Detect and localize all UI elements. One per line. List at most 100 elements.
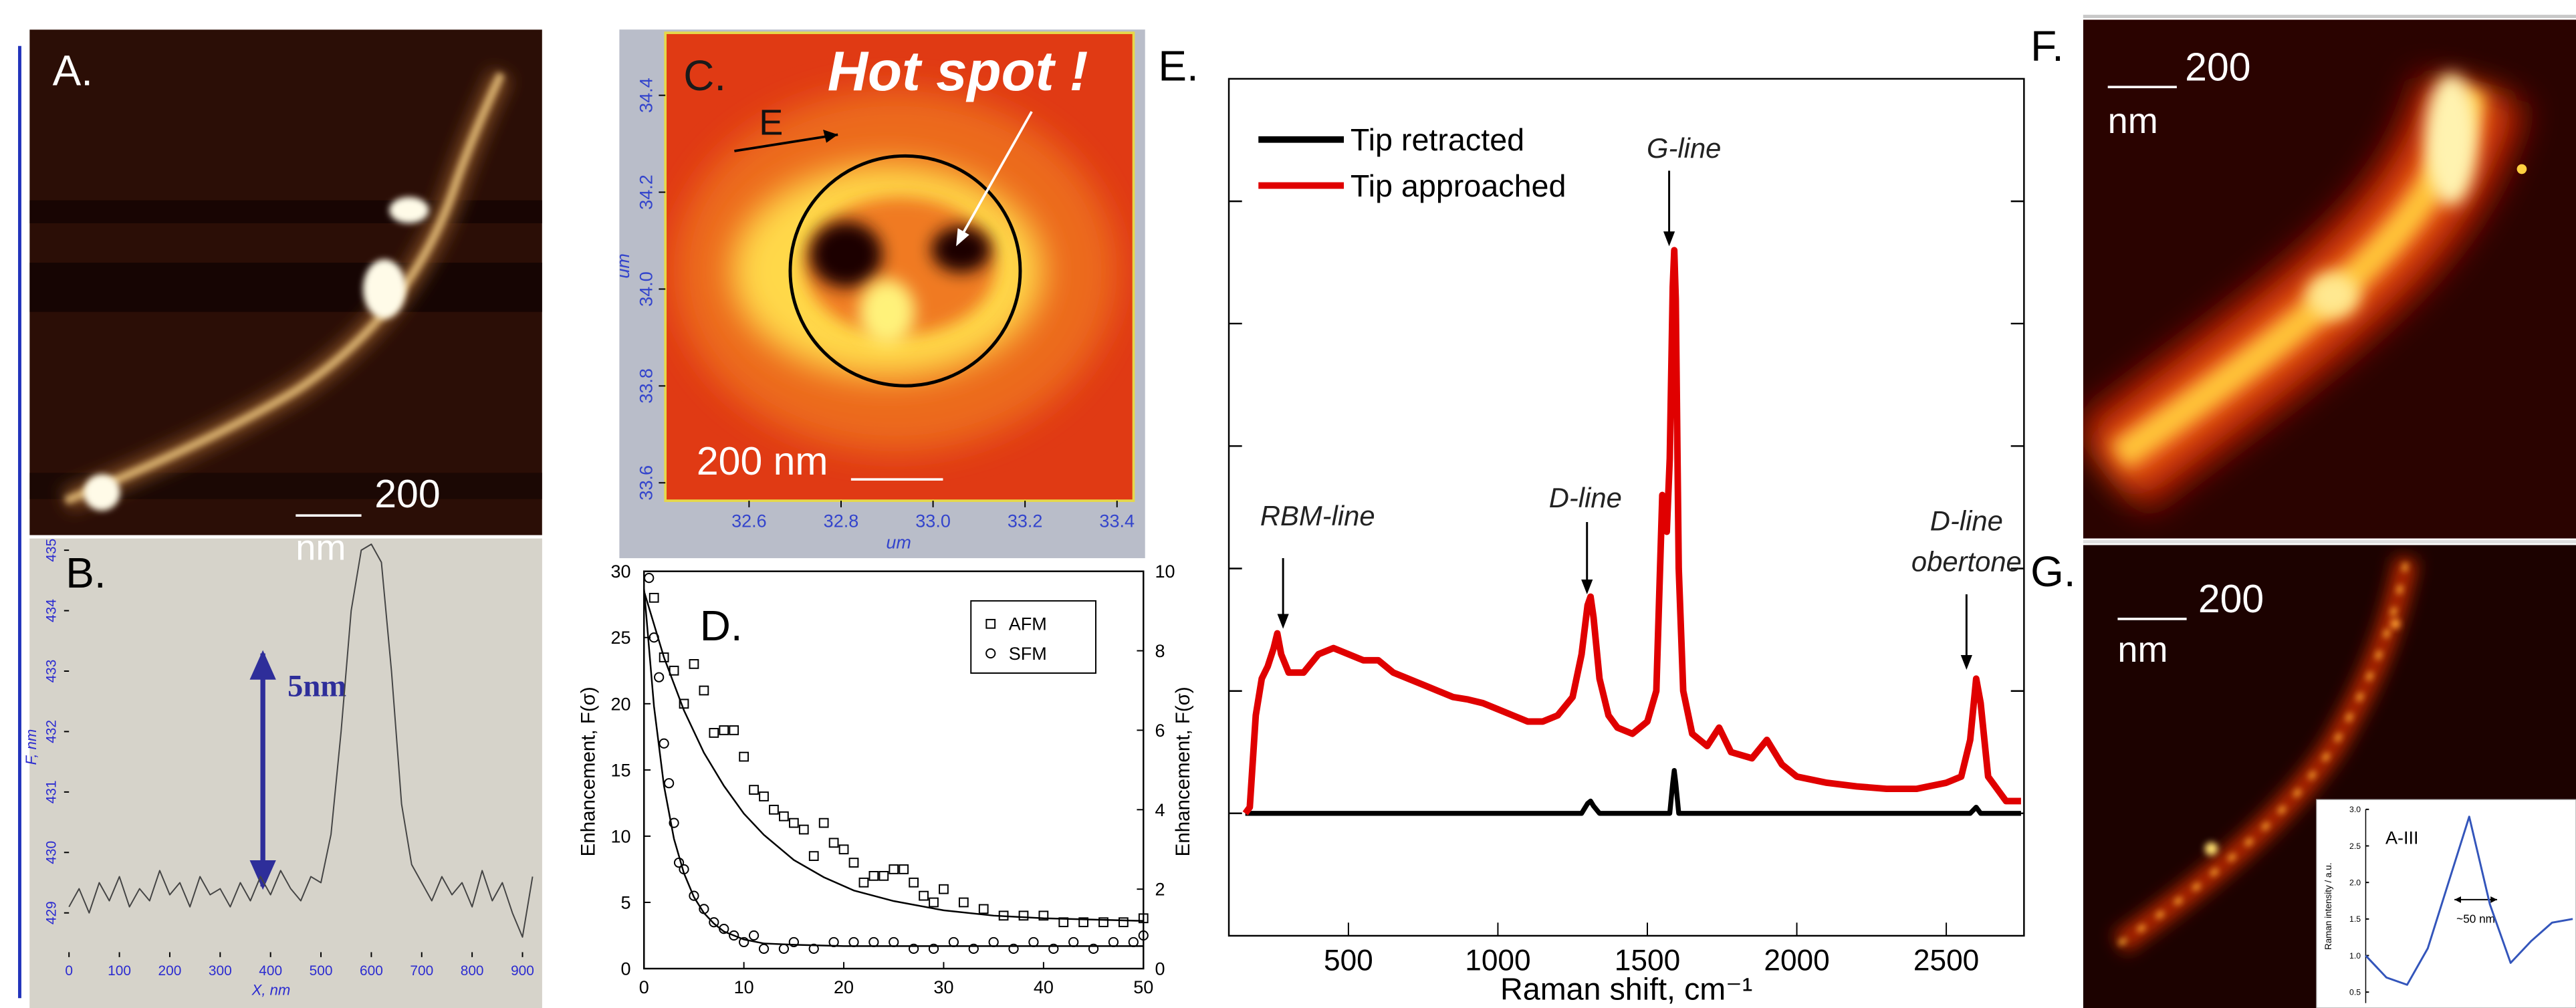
y-tick-label: 10 [1155, 561, 1175, 582]
y-tick-label: 433 [44, 660, 60, 683]
panel-label: B. [66, 549, 106, 597]
annotation: ~50 nm [2456, 912, 2495, 925]
annotation: Hot spot ! [828, 39, 1088, 102]
x-tick-label: 33.4 [1099, 511, 1135, 531]
x-tick-label: 800 [461, 963, 484, 979]
x-tick-label: 0 [65, 963, 73, 979]
y2-axis-label: Enhancement, F(σ) [1172, 686, 1194, 856]
point [649, 592, 659, 603]
point [749, 785, 759, 795]
point [879, 871, 889, 881]
arrow-head [1663, 231, 1675, 247]
x-axis-label: X, nm [251, 981, 291, 998]
y-tick-label: 33.6 [636, 465, 657, 501]
point [1098, 917, 1108, 928]
point [1018, 910, 1029, 921]
point [669, 817, 679, 828]
legend-label: SFM [1009, 644, 1047, 664]
x-tick-label: 2000 [1764, 944, 1829, 977]
inset-background [2316, 799, 2576, 1008]
e-minor-ticks [1229, 200, 2024, 814]
series-line [68, 543, 534, 938]
point [889, 936, 899, 948]
scale-bar-unit: nm [2117, 630, 2168, 670]
x-tick-label: 100 [108, 963, 131, 979]
y-tick-label: 1.5 [2349, 914, 2361, 924]
point [828, 838, 839, 848]
annotation: G-line [1647, 132, 1721, 164]
point [868, 936, 879, 948]
annotation: D-line [1549, 482, 1622, 513]
point [644, 572, 655, 584]
y-tick-label: 431 [44, 780, 60, 803]
x-tick-label: 600 [360, 963, 383, 979]
y-tick-label: 34.4 [636, 78, 657, 113]
y-tick-label: 429 [44, 901, 60, 924]
point [788, 817, 799, 828]
y-tick-label: 0.5 [2349, 988, 2361, 997]
y-axis-label: F, nm [23, 729, 39, 765]
point [679, 699, 689, 709]
y-axis-label: Raman intensity / a.u. [2323, 862, 2333, 950]
legend-marker [985, 618, 996, 629]
point [739, 936, 749, 948]
point [868, 871, 879, 881]
scale-bar-value: 200 [2185, 45, 2250, 89]
point [889, 864, 899, 874]
series-line [2365, 815, 2573, 986]
arrow-head [1277, 614, 1289, 629]
point [798, 824, 809, 835]
point [899, 864, 909, 874]
panel-label: F. [2030, 22, 2064, 70]
point [759, 791, 769, 801]
y-tick-label: 435 [44, 539, 60, 562]
image-border [664, 31, 1135, 502]
point [719, 725, 729, 735]
point [929, 897, 939, 908]
y-tick-label: 434 [44, 599, 60, 622]
point [1138, 913, 1149, 924]
y-tick-label: 8 [1155, 641, 1165, 661]
fit-line [643, 591, 1144, 922]
point [1038, 910, 1049, 921]
point [808, 851, 819, 862]
point [1078, 917, 1088, 928]
y-tick-label: 25 [611, 628, 631, 648]
annotation: 5nm [287, 668, 346, 703]
point [1138, 930, 1149, 941]
point [988, 936, 999, 948]
point [858, 877, 869, 888]
legend-label: AFM [1009, 614, 1047, 634]
x-tick-label: 1500 [1615, 944, 1680, 977]
y-axis-label: Enhancement, F(σ) [578, 686, 600, 856]
point [1058, 917, 1069, 928]
y-tick-label: 0 [621, 959, 631, 979]
arrow-heads [249, 650, 276, 890]
point [948, 936, 959, 948]
y-tick-label: 20 [611, 694, 631, 714]
x-tick-label: 1000 [1465, 944, 1530, 977]
point [848, 936, 859, 948]
point [978, 904, 989, 914]
x-tick-label: 33.2 [1008, 511, 1043, 531]
point [1088, 943, 1099, 954]
near-field-image [665, 33, 1134, 501]
annotation: E [759, 102, 783, 142]
point [1048, 943, 1059, 954]
y-tick-label: 6 [1155, 721, 1165, 741]
x-tick-label: 32.6 [731, 511, 767, 531]
point [663, 778, 675, 789]
inset-title: A-III [2385, 828, 2419, 848]
x-tick-label: 400 [259, 963, 282, 979]
x-tick-label: 30 [933, 977, 953, 997]
y-tick-label: 3.0 [2349, 805, 2361, 814]
raman-map-f [2083, 19, 2576, 539]
y-tick-label: 4 [1155, 800, 1165, 820]
point [968, 943, 979, 954]
x-tick-label: 300 [209, 963, 232, 979]
afm-image [29, 29, 542, 535]
point [838, 844, 849, 855]
fit-line [643, 588, 1144, 947]
